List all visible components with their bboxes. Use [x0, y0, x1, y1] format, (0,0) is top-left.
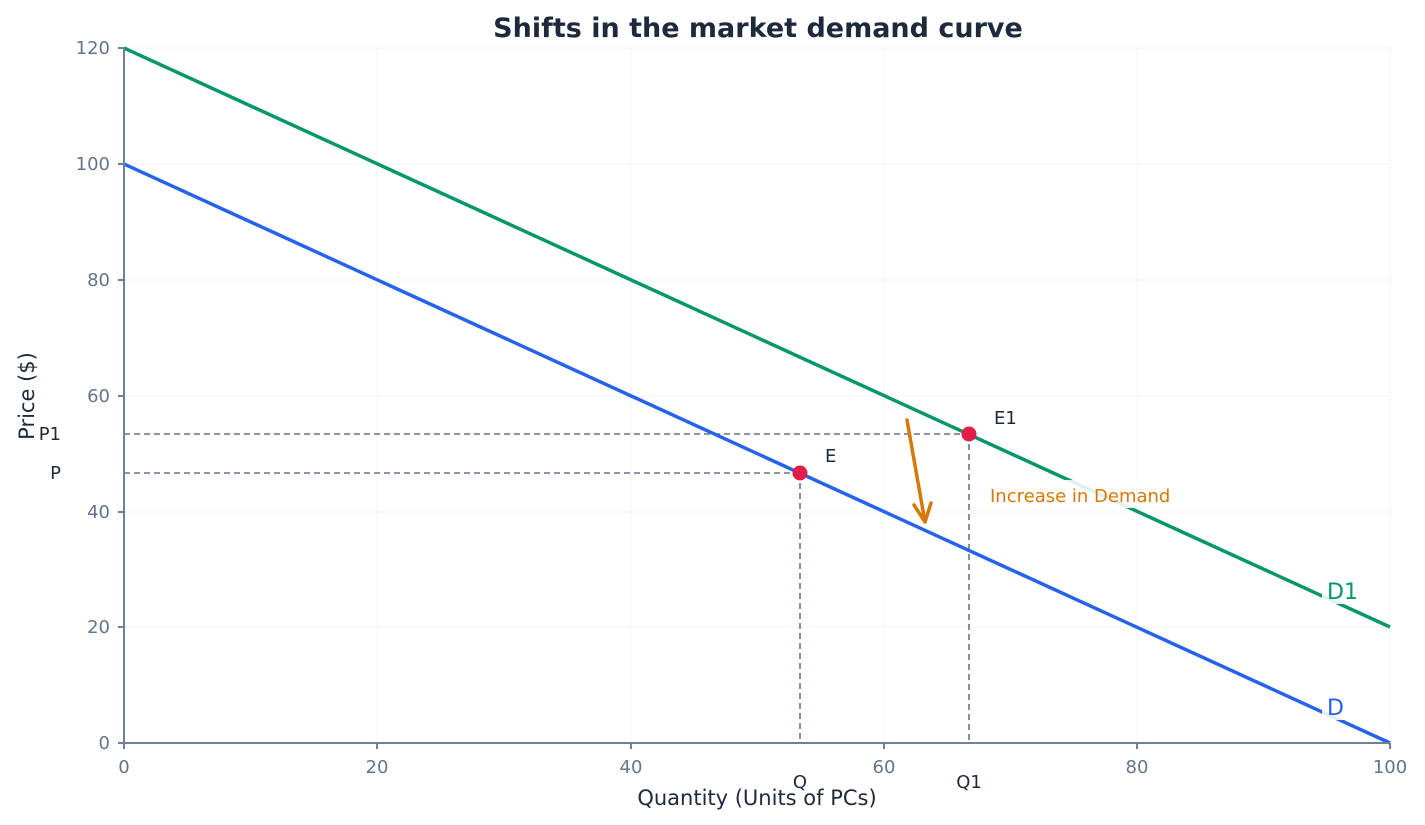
guide-lines — [124, 433, 970, 743]
chart-title: Shifts in the market demand curve — [493, 13, 1023, 44]
svg-text:40: 40 — [87, 502, 110, 523]
y-tick-labels: 0 20 40 60 80 100 120 — [76, 38, 110, 754]
x-tick-labels: 0 20 40 60 80 100 — [118, 757, 1407, 778]
svg-text:20: 20 — [366, 757, 389, 778]
svg-text:120: 120 — [76, 38, 110, 59]
svg-text:40: 40 — [620, 757, 643, 778]
point-label-e: E — [825, 446, 836, 467]
price-label-p1: P1 — [39, 424, 61, 445]
svg-text:80: 80 — [87, 270, 110, 291]
quantity-label-q1: Q1 — [956, 772, 982, 793]
svg-text:0: 0 — [99, 733, 110, 754]
demand-curve-d — [123, 162, 1391, 745]
demand-curve-d1 — [123, 46, 1391, 629]
price-label-p: P — [50, 463, 61, 484]
equilibrium-point-e — [792, 465, 808, 481]
svg-text:0: 0 — [118, 757, 129, 778]
y-axis-label: Price ($) — [15, 352, 39, 440]
svg-text:60: 60 — [873, 757, 896, 778]
d-label-bg — [1322, 694, 1352, 720]
shift-arrow-icon — [905, 418, 933, 524]
x-axis-label: Quantity (Units of PCs) — [637, 786, 876, 810]
equilibrium-point-e1 — [961, 426, 977, 442]
curve-label-d: D — [1327, 696, 1344, 721]
svg-text:80: 80 — [1126, 757, 1149, 778]
svg-text:20: 20 — [87, 617, 110, 638]
svg-text:100: 100 — [1373, 757, 1407, 778]
grid — [124, 47, 1391, 743]
annotation-increase-in-demand: Increase in Demand — [990, 486, 1170, 507]
curve-label-d1: D1 — [1327, 580, 1358, 605]
svg-text:60: 60 — [87, 386, 110, 407]
annotation-bg — [986, 480, 1202, 508]
svg-text:100: 100 — [76, 154, 110, 175]
point-label-e1: E1 — [994, 408, 1017, 429]
axes — [118, 47, 1391, 749]
d1-label-bg — [1322, 578, 1366, 604]
quantity-label-q: Q — [793, 772, 807, 793]
